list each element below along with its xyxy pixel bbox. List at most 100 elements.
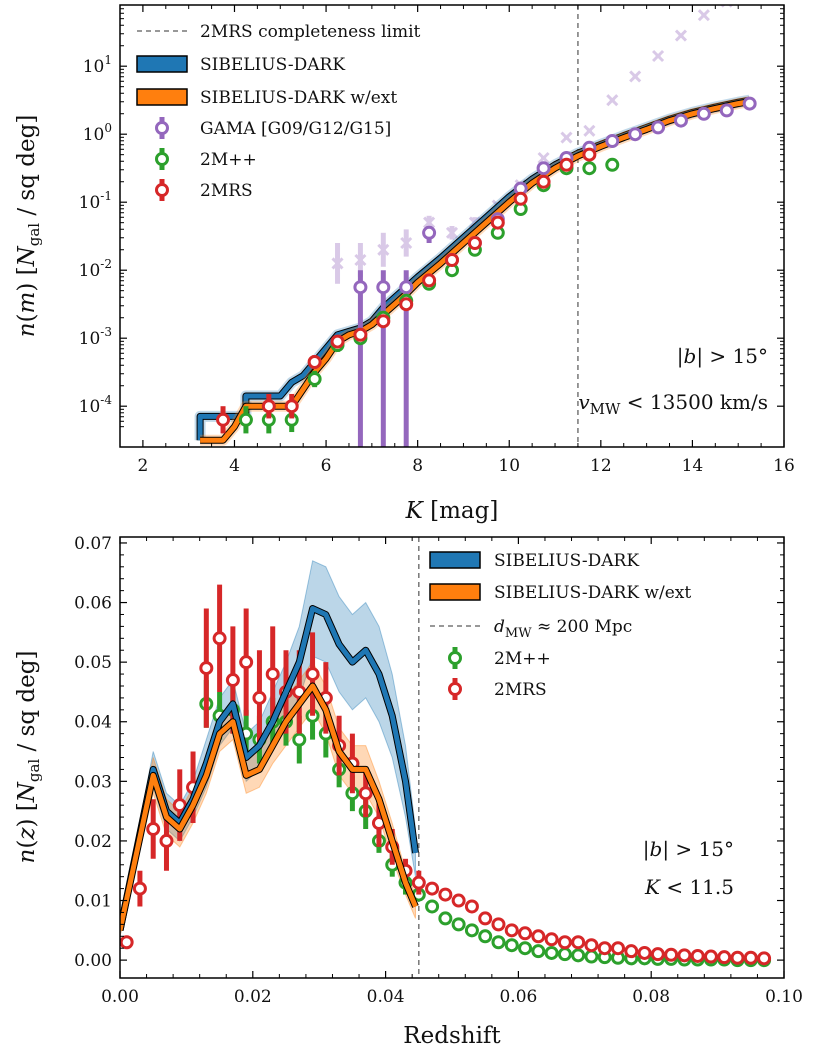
- magnitude-x-tick-label: 2: [137, 456, 148, 476]
- redshift-legend-label: 2M++: [494, 649, 551, 669]
- redshift-x-tick-label: 0.10: [765, 987, 803, 1007]
- twomrs-point: [422, 273, 437, 288]
- gama-point: [536, 161, 551, 176]
- velocity-cut-annotation: vMW < 13500 km/s: [578, 390, 768, 418]
- gama-faint-point: [583, 124, 596, 137]
- twomrs-point: [451, 893, 466, 908]
- gama-faint-point: [652, 49, 665, 63]
- redshift-legend-label: SIBELIUS-DARK w/ext: [494, 583, 691, 603]
- twomrs-point: [491, 917, 506, 932]
- twomrs-point: [239, 608, 254, 716]
- twomrs-point: [438, 887, 453, 902]
- twomplusplus-point: [557, 947, 572, 962]
- gama-point: [628, 127, 643, 142]
- magnitude-legend-entry: SIBELIUS-DARK: [136, 55, 345, 75]
- twomrs-point: [536, 174, 551, 189]
- latitude-cut-annotation: |b| > 15°: [677, 344, 768, 369]
- redshift-panel: 0.00 0.02 0.04 0.06 0.08 0.10 0.00 0.01 0.02 0.03…: [14, 534, 803, 1049]
- redshift-legend-entry: 2M++: [448, 647, 551, 669]
- gama-point: [422, 225, 437, 243]
- magnitude-x-tick-label: 4: [229, 456, 240, 476]
- twomrs-point: [513, 191, 528, 206]
- twomrs-point: [261, 393, 276, 419]
- twomrs-point: [571, 935, 586, 950]
- gama-point: [651, 120, 666, 135]
- magnitude-legend-label: SIBELIUS-DARK: [200, 55, 345, 75]
- twomrs-point: [650, 947, 665, 962]
- magnitude-legend-label: 2M++: [200, 150, 257, 170]
- redshift-x-tick-label: 0.08: [632, 987, 670, 1007]
- magnitude-legend-label: 2MRS completeness limit: [200, 22, 421, 42]
- redshift-legend-label: SIBELIUS-DARK: [494, 551, 639, 571]
- twomplusplus-point: [513, 202, 528, 216]
- twomrs-point: [376, 314, 391, 329]
- twomrs-point: [504, 923, 519, 938]
- twomplusplus-point: [571, 948, 586, 963]
- twomrs-point: [120, 935, 134, 950]
- magnitude-x-tick-label: 12: [590, 456, 612, 476]
- gama-point: [353, 270, 368, 447]
- twomrs-point: [637, 945, 652, 960]
- gama-faint-point: [445, 226, 459, 240]
- twomplusplus-point: [504, 938, 519, 953]
- twomrs-point: [478, 911, 493, 926]
- redshift-y-tick-label: 0.03: [74, 772, 112, 792]
- latitude-cut-annotation-bottom: |b| > 15°: [643, 837, 734, 862]
- twomrs-point: [664, 947, 679, 962]
- twomplusplus-point: [451, 917, 466, 932]
- magnitude-y-tick-label: 10-2: [79, 257, 112, 281]
- redshift-x-axis-label: Redshift: [403, 1023, 501, 1049]
- twomrs-point: [518, 926, 533, 941]
- twomplusplus-point: [582, 161, 597, 176]
- gama-faint-point: [537, 151, 550, 165]
- redshift-legend-entry: 2MRS: [448, 678, 547, 700]
- twomrs-point: [307, 355, 322, 369]
- redshift-legend: SIBELIUS-DARK SIBELIUS-DARK w/ext dMW ≈ 20…: [429, 551, 691, 700]
- magnitude-x-tick-label: 14: [682, 456, 704, 476]
- redshift-y-tick-label: 0.04: [74, 713, 112, 733]
- redshift-legend-label: dMW ≈ 200 Mpc: [494, 617, 632, 641]
- gama-faint-point: [629, 70, 642, 83]
- gama-faint-point: [377, 232, 390, 267]
- magnitude-legend-label: GAMA [G09/G12/G15]: [200, 119, 391, 139]
- twomplusplus-point: [438, 911, 453, 926]
- twomrs-point: [445, 253, 459, 267]
- redshift-y-tick-label: 0.00: [74, 951, 112, 971]
- twomrs-point: [464, 899, 479, 914]
- magnitude-axes-frame: [119, 4, 785, 448]
- twomrs-point: [425, 881, 440, 896]
- twomplusplus-point: [518, 941, 533, 956]
- twomrs-point: [584, 938, 599, 953]
- magnitude-ticks: 2 4 6 8 10 12 14 16 10-4 10-3 10-2 10-1 100 101: [79, 5, 795, 476]
- magnitude-legend-entry: 2MRS: [155, 179, 253, 201]
- twomrs-point: [132, 870, 147, 907]
- twomrs-point: [677, 948, 692, 963]
- redshift-x-tick-label: 0.04: [367, 987, 405, 1007]
- magnitude-panel: 2 4 6 8 10 12 14 16 10-4 10-3 10-2 10-1 100 101 n(m) …: [14, 4, 795, 524]
- magnitude-legend-entry: 2MRS completeness limit: [137, 22, 421, 42]
- twomplusplus-point: [307, 370, 322, 388]
- gama-faint-point: [697, 9, 710, 22]
- gama-faint-point: [674, 29, 688, 42]
- redshift-x-tick-label: 0.00: [101, 987, 139, 1007]
- twomrs-point: [212, 584, 227, 692]
- gama-point: [513, 181, 528, 196]
- redshift-ticks: 0.00 0.02 0.04 0.06 0.08 0.10 0.00 0.01 0.02 0.03…: [74, 534, 803, 1007]
- twomplusplus-point: [478, 929, 493, 944]
- magnitude-x-tick-label: 10: [498, 456, 520, 476]
- magnitude-x-tick-label: 16: [773, 456, 795, 476]
- magnitude-x-axis-label: K [mag]: [405, 498, 499, 524]
- twomrs-point: [690, 948, 705, 963]
- magnitude-x-tick-label: 6: [321, 456, 332, 476]
- redshift-y-tick-label: 0.02: [74, 832, 112, 852]
- twomplusplus-point: [544, 945, 559, 960]
- twomplusplus-point: [464, 923, 479, 938]
- magnitude-y-axis-label: n(m) [Ngal / sq deg]: [14, 115, 43, 338]
- magnitude-y-tick-label: 100: [83, 121, 112, 145]
- magnitude-plot-area: [194, 5, 757, 447]
- twomrs-point: [305, 632, 320, 716]
- gama-point: [673, 113, 688, 128]
- magnitude-y-tick-label: 101: [83, 53, 112, 77]
- twomrs-point: [265, 626, 280, 722]
